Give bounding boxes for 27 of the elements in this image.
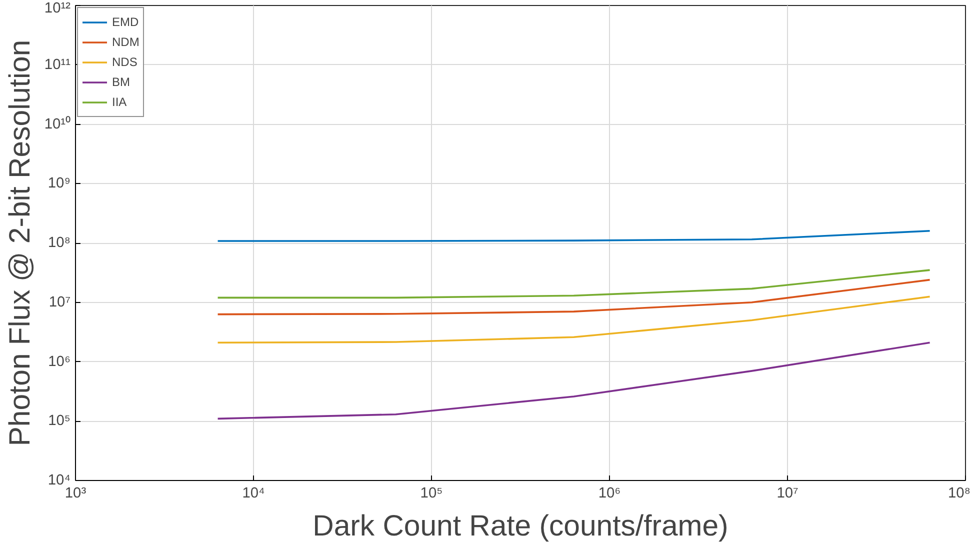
- y-tick-label: 10¹⁰: [44, 115, 71, 132]
- legend-label: BM: [112, 75, 131, 89]
- x-axis-title: Dark Count Rate (counts/frame): [312, 510, 728, 542]
- line-series: [216, 342, 931, 420]
- x-tick-label: 10⁸: [948, 486, 971, 502]
- y-tick-label: 10¹¹: [44, 56, 71, 73]
- legend-label: NDS: [112, 55, 138, 69]
- line-series: [216, 296, 931, 344]
- y-tick-label: 10⁸: [48, 235, 71, 251]
- legend-label: NDM: [112, 35, 140, 49]
- line-series: [216, 269, 931, 299]
- legend-label: IIA: [112, 95, 128, 109]
- x-tick-label: 10⁷: [776, 486, 798, 502]
- y-tick-label: 10⁵: [48, 413, 71, 430]
- x-tick-label: 10⁶: [598, 486, 621, 502]
- x-tick-label: 10³: [64, 486, 86, 502]
- y-tick-label: 10⁷: [48, 294, 71, 310]
- y-axis-title: Photon Flux @ 2-bit Resolution: [3, 40, 36, 446]
- y-tick-label: 10⁴: [48, 472, 71, 488]
- y-tick-label: 10⁹: [48, 176, 71, 192]
- legend-label: EMD: [112, 15, 139, 29]
- y-tick-label: 10¹²: [44, 0, 71, 16]
- line-series: [216, 278, 931, 316]
- line-series: [216, 230, 931, 242]
- x-tick-label: 10⁵: [420, 486, 443, 502]
- x-tick-label: 10⁴: [242, 486, 265, 502]
- y-tick-label: 10⁶: [48, 354, 71, 370]
